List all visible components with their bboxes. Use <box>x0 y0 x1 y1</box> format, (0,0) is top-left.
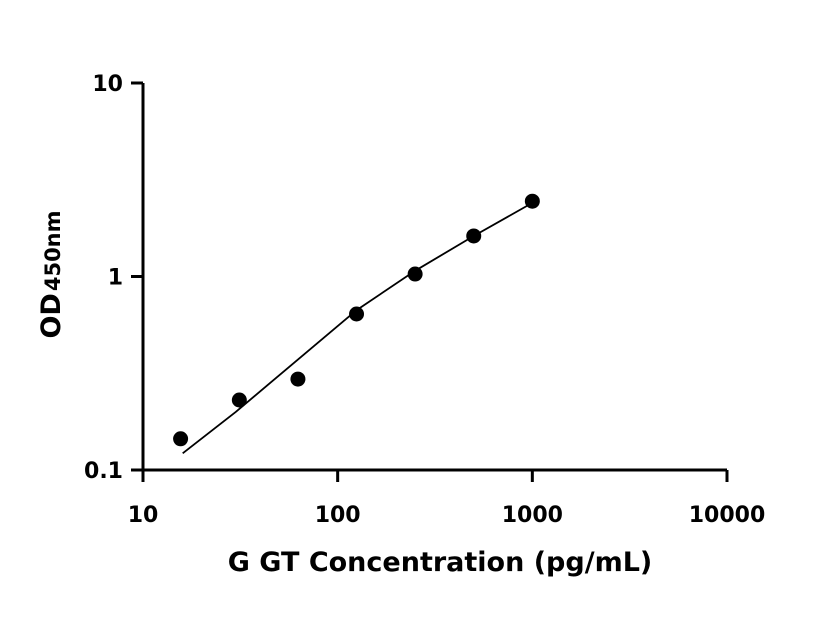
data-point <box>231 392 247 408</box>
y-ticks: 0.1 1 10 <box>84 72 143 484</box>
data-point <box>524 193 540 209</box>
y-axis-title-subscript: 450nm <box>41 210 65 291</box>
axes <box>141 83 727 472</box>
x-axis-title: G GT Concentration (pg/mL) <box>228 547 653 578</box>
data-point <box>290 371 306 387</box>
y-tick-label: 1 <box>108 266 123 291</box>
data-points <box>173 193 540 447</box>
x-tick-label: 1000 <box>502 503 563 528</box>
x-tick-label: 100 <box>315 503 361 528</box>
x-tick-label: 10 <box>128 503 159 528</box>
data-point <box>173 431 189 447</box>
data-point <box>466 228 482 244</box>
y-axis-title-main: OD <box>36 293 67 338</box>
y-tick-label: 0.1 <box>84 459 123 484</box>
y-tick-label: 10 <box>92 72 123 97</box>
x-tick-label: 10000 <box>689 503 766 528</box>
data-point <box>407 266 423 282</box>
data-point <box>349 306 365 322</box>
x-ticks: 10 100 1000 10000 <box>128 470 766 528</box>
fit-curve <box>182 202 533 455</box>
y-axis-title: OD450nm <box>36 210 67 338</box>
